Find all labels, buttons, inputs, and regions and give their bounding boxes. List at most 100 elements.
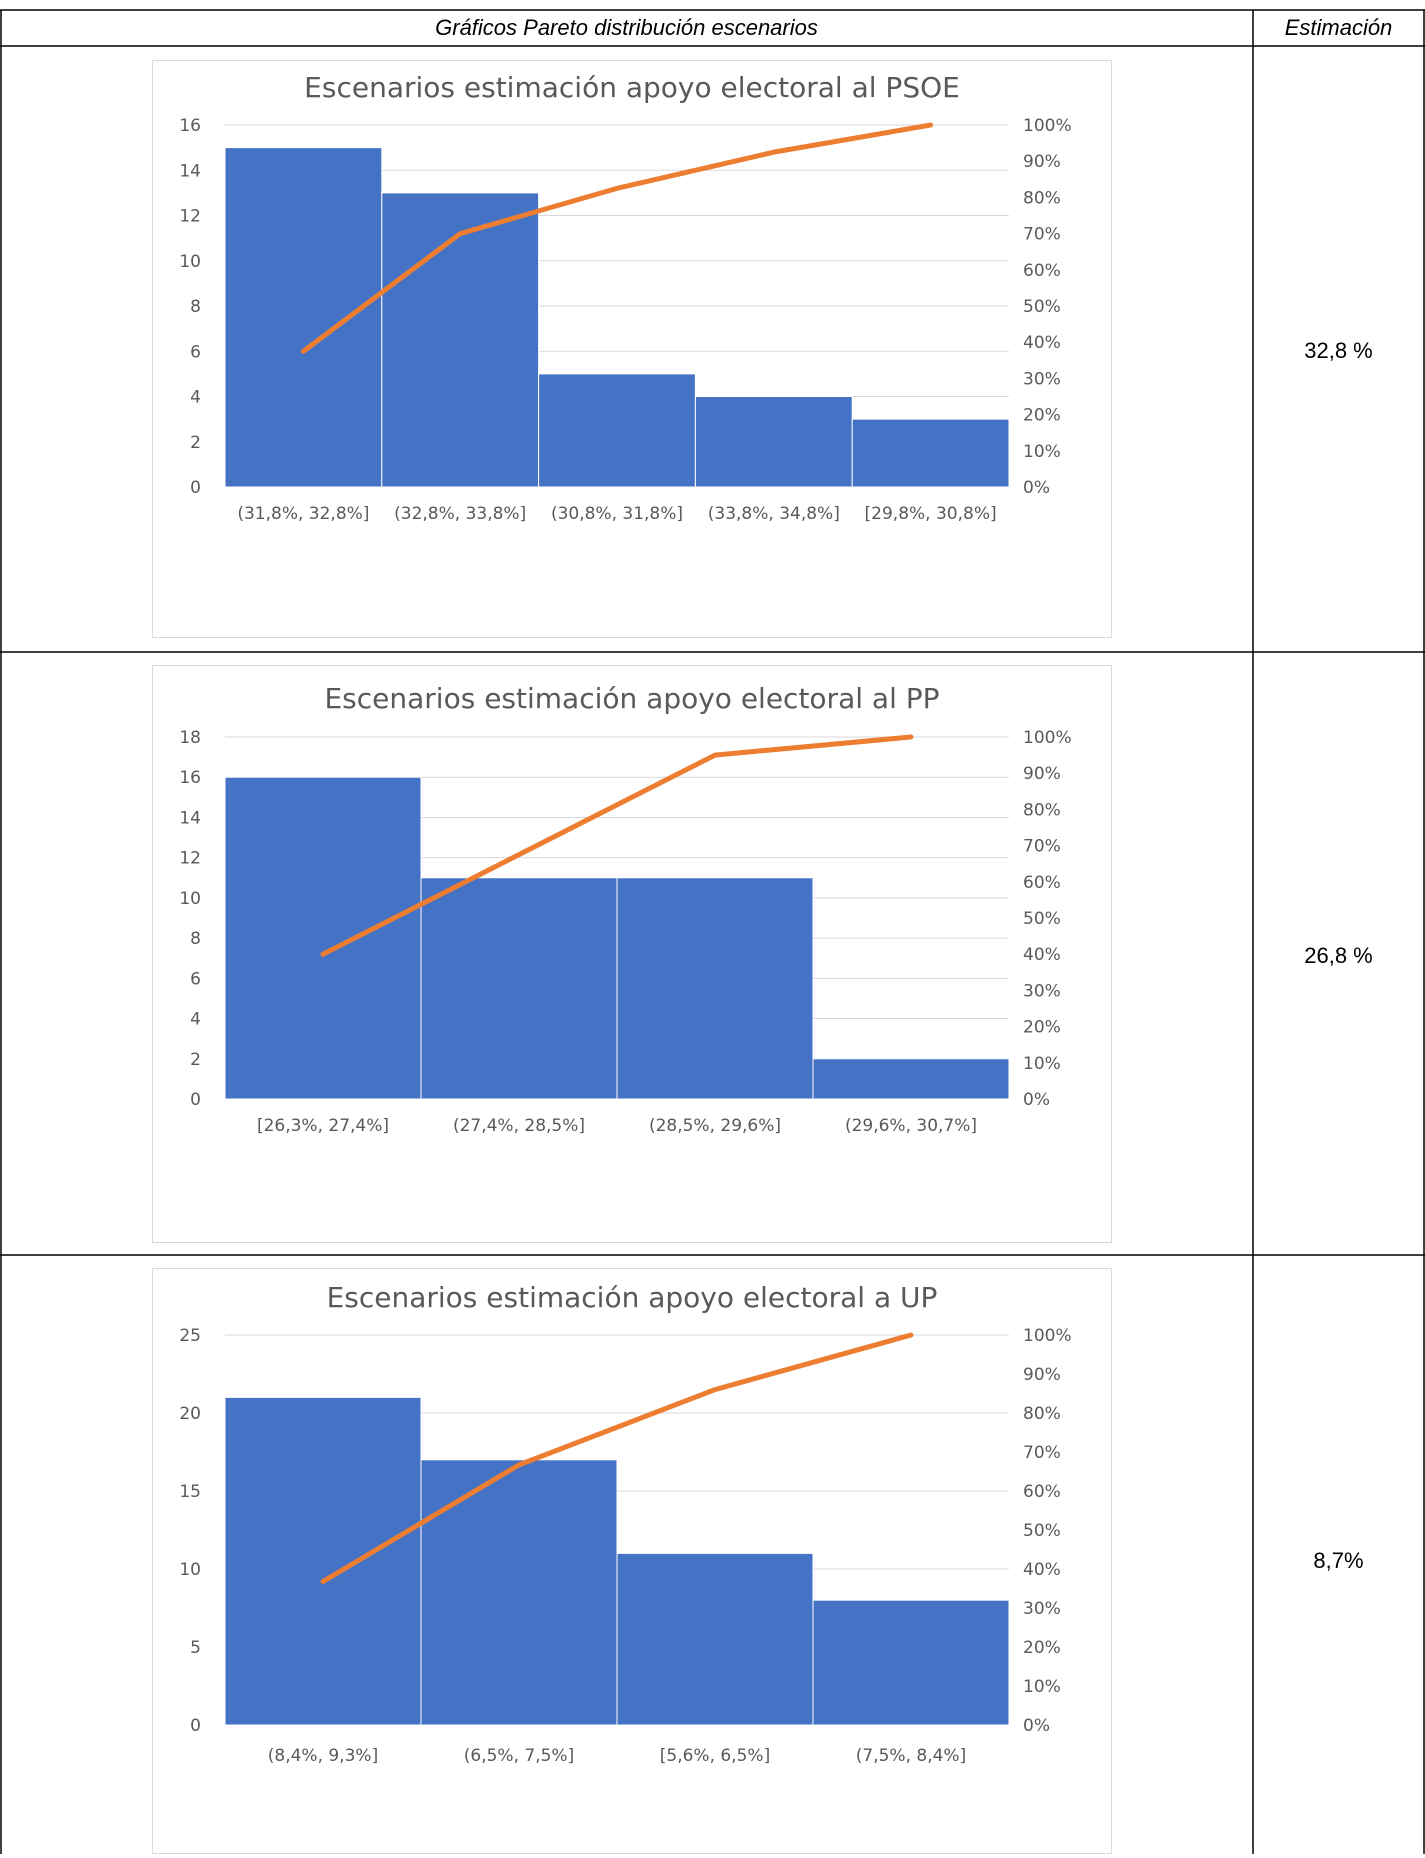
y2-tick-label: 70%: [1023, 225, 1061, 245]
chart-psoe: Escenarios estimación apoyo electoral al…: [179, 71, 1072, 524]
bar: [381, 192, 540, 488]
x-tick-label: (27,4%, 28,5%]: [453, 1116, 585, 1136]
y-tick-label: 10: [179, 1560, 201, 1580]
y-tick-label: 10: [179, 889, 201, 909]
y2-tick-label: 60%: [1023, 1482, 1061, 1502]
y-tick-label: 8: [190, 297, 201, 317]
y2-tick-label: 60%: [1023, 261, 1061, 281]
y2-tick-label: 40%: [1023, 1560, 1061, 1580]
y2-tick-label: 100%: [1023, 728, 1072, 748]
estimate-psoe: 32,8 %: [1304, 338, 1373, 363]
estimate-up: 8,7%: [1313, 1548, 1364, 1573]
y-tick-label: 0: [190, 1090, 201, 1110]
y-tick-label: 14: [179, 161, 201, 181]
y-tick-label: 15: [179, 1482, 201, 1502]
bar: [224, 147, 383, 488]
y2-tick-label: 50%: [1023, 1521, 1061, 1541]
y-tick-label: 2: [190, 1050, 201, 1070]
y-tick-label: 16: [179, 116, 201, 136]
y2-tick-label: 40%: [1023, 945, 1061, 965]
y-tick-label: 12: [179, 849, 201, 869]
x-tick-label: [29,8%, 30,8%]: [865, 504, 997, 524]
y-tick-label: 6: [190, 342, 201, 362]
bar: [420, 1459, 618, 1726]
x-tick-label: [5,6%, 6,5%]: [660, 1746, 770, 1766]
bar: [538, 373, 696, 488]
y2-tick-label: 90%: [1023, 764, 1061, 784]
y-tick-label: 25: [179, 1326, 201, 1346]
chart-title: Escenarios estimación apoyo electoral al…: [324, 682, 939, 715]
y-tick-label: 8: [190, 929, 201, 949]
y-tick-label: 0: [190, 1716, 201, 1736]
y2-tick-label: 70%: [1023, 837, 1061, 857]
chart-frame-up: Escenarios estimación apoyo electoral a …: [152, 1268, 1112, 1854]
y2-tick-label: 90%: [1023, 152, 1061, 172]
cumulative-line: [300, 122, 934, 354]
chart-title: Escenarios estimación apoyo electoral a …: [327, 1281, 938, 1314]
y2-tick-label: 50%: [1023, 909, 1061, 929]
y2-tick-label: 70%: [1023, 1443, 1061, 1463]
y-tick-label: 5: [190, 1638, 201, 1658]
y2-tick-label: 40%: [1023, 333, 1061, 353]
chart-up: Escenarios estimación apoyo electoral a …: [179, 1281, 1072, 1766]
chart-frame-pp: Escenarios estimación apoyo electoral al…: [152, 665, 1112, 1243]
x-tick-label: (28,5%, 29,6%]: [649, 1116, 781, 1136]
y2-tick-label: 20%: [1023, 1018, 1061, 1038]
y2-tick-label: 50%: [1023, 297, 1061, 317]
x-tick-label: (30,8%, 31,8%]: [551, 504, 683, 524]
cumulative-line: [320, 734, 914, 957]
bar: [420, 877, 618, 1100]
bar: [694, 396, 853, 488]
bar: [812, 1599, 1010, 1726]
bar: [616, 877, 814, 1100]
y2-tick-label: 0%: [1023, 478, 1050, 498]
y-tick-label: 6: [190, 969, 201, 989]
chart-frame-psoe: Escenarios estimación apoyo electoral al…: [152, 60, 1112, 638]
bar: [851, 418, 1010, 488]
y2-tick-label: 20%: [1023, 406, 1061, 426]
chart-title: Escenarios estimación apoyo electoral al…: [304, 71, 960, 104]
bar: [616, 1552, 814, 1726]
chart-pp: Escenarios estimación apoyo electoral al…: [179, 682, 1072, 1136]
bar: [224, 1396, 422, 1726]
bar: [224, 776, 422, 1100]
y2-tick-label: 80%: [1023, 1404, 1061, 1424]
y-tick-label: 18: [179, 728, 201, 748]
estimate-pp: 26,8 %: [1304, 943, 1373, 968]
y2-tick-label: 0%: [1023, 1716, 1050, 1736]
y2-tick-label: 30%: [1023, 1599, 1061, 1619]
y2-tick-label: 0%: [1023, 1090, 1050, 1110]
x-tick-label: (32,8%, 33,8%]: [394, 504, 526, 524]
y2-tick-label: 20%: [1023, 1638, 1061, 1658]
y2-tick-label: 90%: [1023, 1365, 1061, 1385]
x-tick-label: (33,8%, 34,8%]: [708, 504, 840, 524]
y-tick-label: 4: [190, 1010, 201, 1030]
y-tick-label: 2: [190, 433, 201, 453]
y-tick-label: 12: [179, 207, 201, 227]
x-tick-label: [26,3%, 27,4%]: [257, 1116, 389, 1136]
cumulative-line: [320, 1332, 914, 1584]
x-tick-label: (6,5%, 7,5%]: [464, 1746, 574, 1766]
y2-tick-label: 10%: [1023, 1054, 1061, 1074]
y2-tick-label: 80%: [1023, 188, 1061, 208]
y-tick-label: 20: [179, 1404, 201, 1424]
y-tick-label: 0: [190, 478, 201, 498]
y-tick-label: 14: [179, 808, 201, 828]
x-tick-label: (29,6%, 30,7%]: [845, 1116, 977, 1136]
y2-tick-label: 100%: [1023, 1326, 1072, 1346]
y2-tick-label: 60%: [1023, 873, 1061, 893]
x-tick-label: (7,5%, 8,4%]: [856, 1746, 966, 1766]
y2-tick-label: 10%: [1023, 442, 1061, 462]
y-tick-label: 4: [190, 388, 201, 408]
y2-tick-label: 30%: [1023, 981, 1061, 1001]
y2-tick-label: 80%: [1023, 800, 1061, 820]
y2-tick-label: 30%: [1023, 369, 1061, 389]
header-estimate: Estimación: [1284, 15, 1393, 40]
y-tick-label: 10: [179, 252, 201, 272]
y-tick-label: 16: [179, 768, 201, 788]
x-tick-label: (31,8%, 32,8%]: [237, 504, 369, 524]
x-tick-label: (8,4%, 9,3%]: [268, 1746, 378, 1766]
y2-tick-label: 100%: [1023, 116, 1072, 136]
header-charts: Gráficos Pareto distribución escenarios: [435, 15, 818, 40]
